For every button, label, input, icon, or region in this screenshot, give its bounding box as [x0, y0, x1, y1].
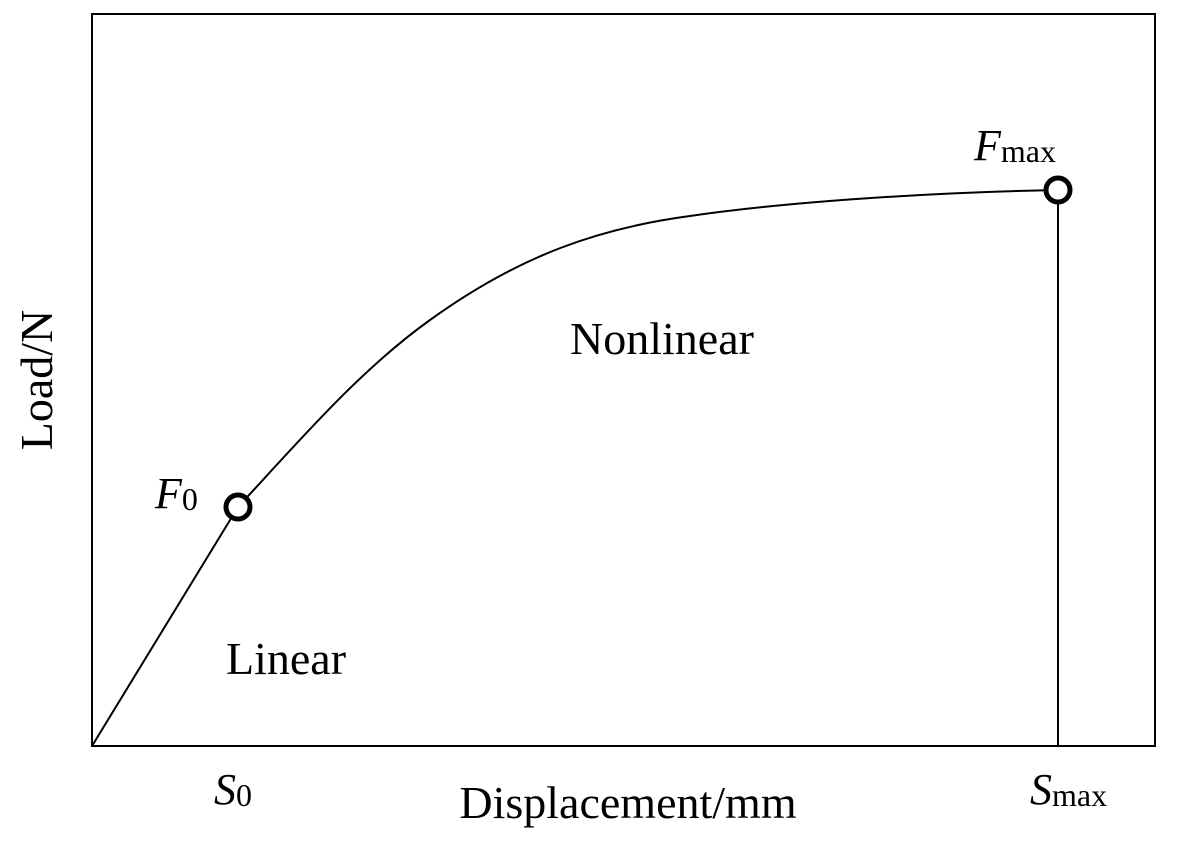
fmax-label: Fmax: [973, 121, 1056, 170]
symbol: F: [154, 469, 183, 518]
symbol: S: [214, 765, 236, 814]
nonlinear-label: Nonlinear: [570, 313, 754, 364]
subscript: 0: [182, 481, 198, 517]
symbol: F: [973, 121, 1002, 170]
subscript: max: [1001, 133, 1056, 169]
f0-label: F0: [154, 469, 198, 518]
symbol: S: [1030, 765, 1052, 814]
x-axis-label: Displacement/mm: [459, 777, 796, 828]
subscript: 0: [236, 777, 252, 813]
linear-label: Linear: [226, 633, 346, 684]
point-fmax: [1043, 175, 1073, 205]
plot-frame: [91, 13, 1156, 747]
subscript: max: [1052, 777, 1107, 813]
load-curve: [91, 189, 1059, 747]
smax-label: Smax: [1030, 765, 1107, 814]
point-f0: [223, 492, 253, 522]
s0-label: S0: [214, 765, 252, 814]
y-axis-label: Load/N: [11, 310, 62, 451]
